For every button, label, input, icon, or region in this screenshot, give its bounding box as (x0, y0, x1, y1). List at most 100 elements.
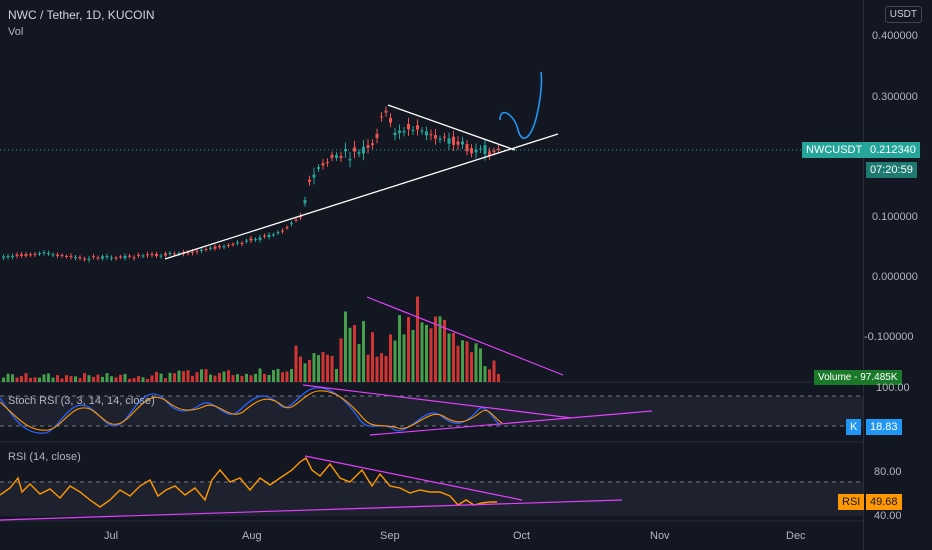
volume-bar (213, 375, 217, 382)
candle (155, 253, 158, 256)
volume-bar (29, 377, 32, 382)
candle (137, 254, 140, 256)
volume-bar (276, 368, 280, 382)
price-chart[interactable] (0, 0, 864, 550)
candle (186, 252, 190, 254)
volume-bar (78, 378, 82, 382)
candle (420, 130, 424, 132)
volume-bar (438, 316, 442, 382)
currency-button[interactable]: USDT (884, 6, 922, 23)
volume-bar (159, 373, 163, 382)
candle (110, 257, 113, 259)
rsi-axis-tick: 80.00 (874, 466, 902, 478)
candle (173, 253, 176, 255)
volume-bar (83, 373, 86, 382)
candle (285, 227, 289, 229)
volume-bar (20, 376, 23, 382)
symbol-name: NWCUSDT (806, 144, 863, 156)
volume-bar (420, 322, 424, 382)
volume-bar (321, 352, 325, 382)
candle (60, 255, 64, 257)
volume-bar (416, 296, 419, 382)
volume-bar (33, 377, 37, 382)
candle (209, 247, 212, 249)
volume-bar (497, 374, 500, 382)
candle (15, 254, 19, 257)
volume-indicator-label[interactable]: Vol (8, 26, 24, 38)
volume-bar (308, 359, 311, 382)
candle (398, 130, 401, 134)
price-tick: -0.100000 (864, 331, 914, 343)
candle (177, 253, 181, 255)
candle (303, 200, 307, 204)
stoch-k-value: 18.83 (866, 419, 902, 435)
last-price-tag: 0.212340 (866, 142, 920, 158)
volume-bar (398, 315, 401, 382)
stoch-lower-trendline (369, 410, 653, 436)
stoch-k-tag-label: K (850, 421, 858, 433)
volume-bar (177, 370, 181, 382)
stoch-upper-trendline (302, 384, 573, 419)
candle (2, 256, 5, 258)
candle (402, 130, 406, 133)
volume-bar (447, 333, 451, 382)
candle (461, 141, 464, 145)
candle (317, 167, 320, 169)
candle (470, 148, 473, 154)
candle (321, 163, 325, 166)
volume-bar (240, 375, 244, 382)
stoch-axis-tick: 100.00 (876, 382, 910, 394)
stoch-d-line (0, 390, 503, 431)
volume-bar (263, 373, 266, 382)
candle (74, 257, 77, 259)
volume-bar (60, 378, 64, 382)
volume-value-tag: Volume - 97.485K (814, 370, 902, 385)
candle (456, 141, 460, 145)
volume-bar (92, 376, 95, 382)
volume-bar (51, 377, 55, 382)
candle (195, 250, 199, 252)
volume-bar (362, 321, 365, 382)
candle (425, 131, 428, 136)
symbol-price-tag: NWCUSDT (802, 142, 867, 158)
volume-bar (218, 373, 221, 382)
candle (6, 255, 10, 258)
volume-bar (6, 373, 10, 382)
candle (312, 174, 316, 178)
time-tick: Aug (242, 530, 262, 542)
candle (222, 246, 226, 248)
volume-bar (299, 356, 302, 382)
candle (447, 138, 451, 144)
volume-trendline (366, 296, 564, 376)
volume-bar (393, 340, 397, 382)
price-tick: 0.400000 (872, 30, 918, 42)
price-tick: 0.100000 (872, 211, 918, 223)
price-axis[interactable] (863, 0, 932, 550)
volume-bar (488, 369, 491, 382)
candle (488, 151, 491, 157)
volume-bar (227, 370, 230, 382)
volume-bar (281, 372, 284, 382)
candle (227, 244, 230, 246)
stoch-k-line (0, 387, 501, 434)
rsi-label[interactable]: RSI (14, close) (8, 451, 81, 463)
stoch-rsi-label[interactable]: Stoch RSI (3, 3, 14, 14, close) (8, 395, 155, 407)
volume-bar (429, 328, 433, 382)
symbol-title[interactable]: NWC / Tether, 1D, KUCOIN (8, 8, 155, 22)
volume-bar (258, 368, 262, 382)
candle (51, 254, 55, 256)
volume-bar (348, 327, 352, 382)
volume-bar (344, 311, 347, 382)
volume-bar (474, 343, 478, 382)
candle (371, 143, 374, 145)
rsi-lower-trendline (0, 499, 623, 521)
volume-bar (231, 375, 235, 382)
candle (105, 256, 109, 258)
volume-bar (173, 373, 176, 382)
volume-bar (38, 377, 41, 382)
volume-bar (465, 341, 469, 382)
candle (83, 258, 86, 260)
candle (443, 136, 446, 138)
candle (411, 129, 415, 131)
candle (249, 238, 253, 241)
